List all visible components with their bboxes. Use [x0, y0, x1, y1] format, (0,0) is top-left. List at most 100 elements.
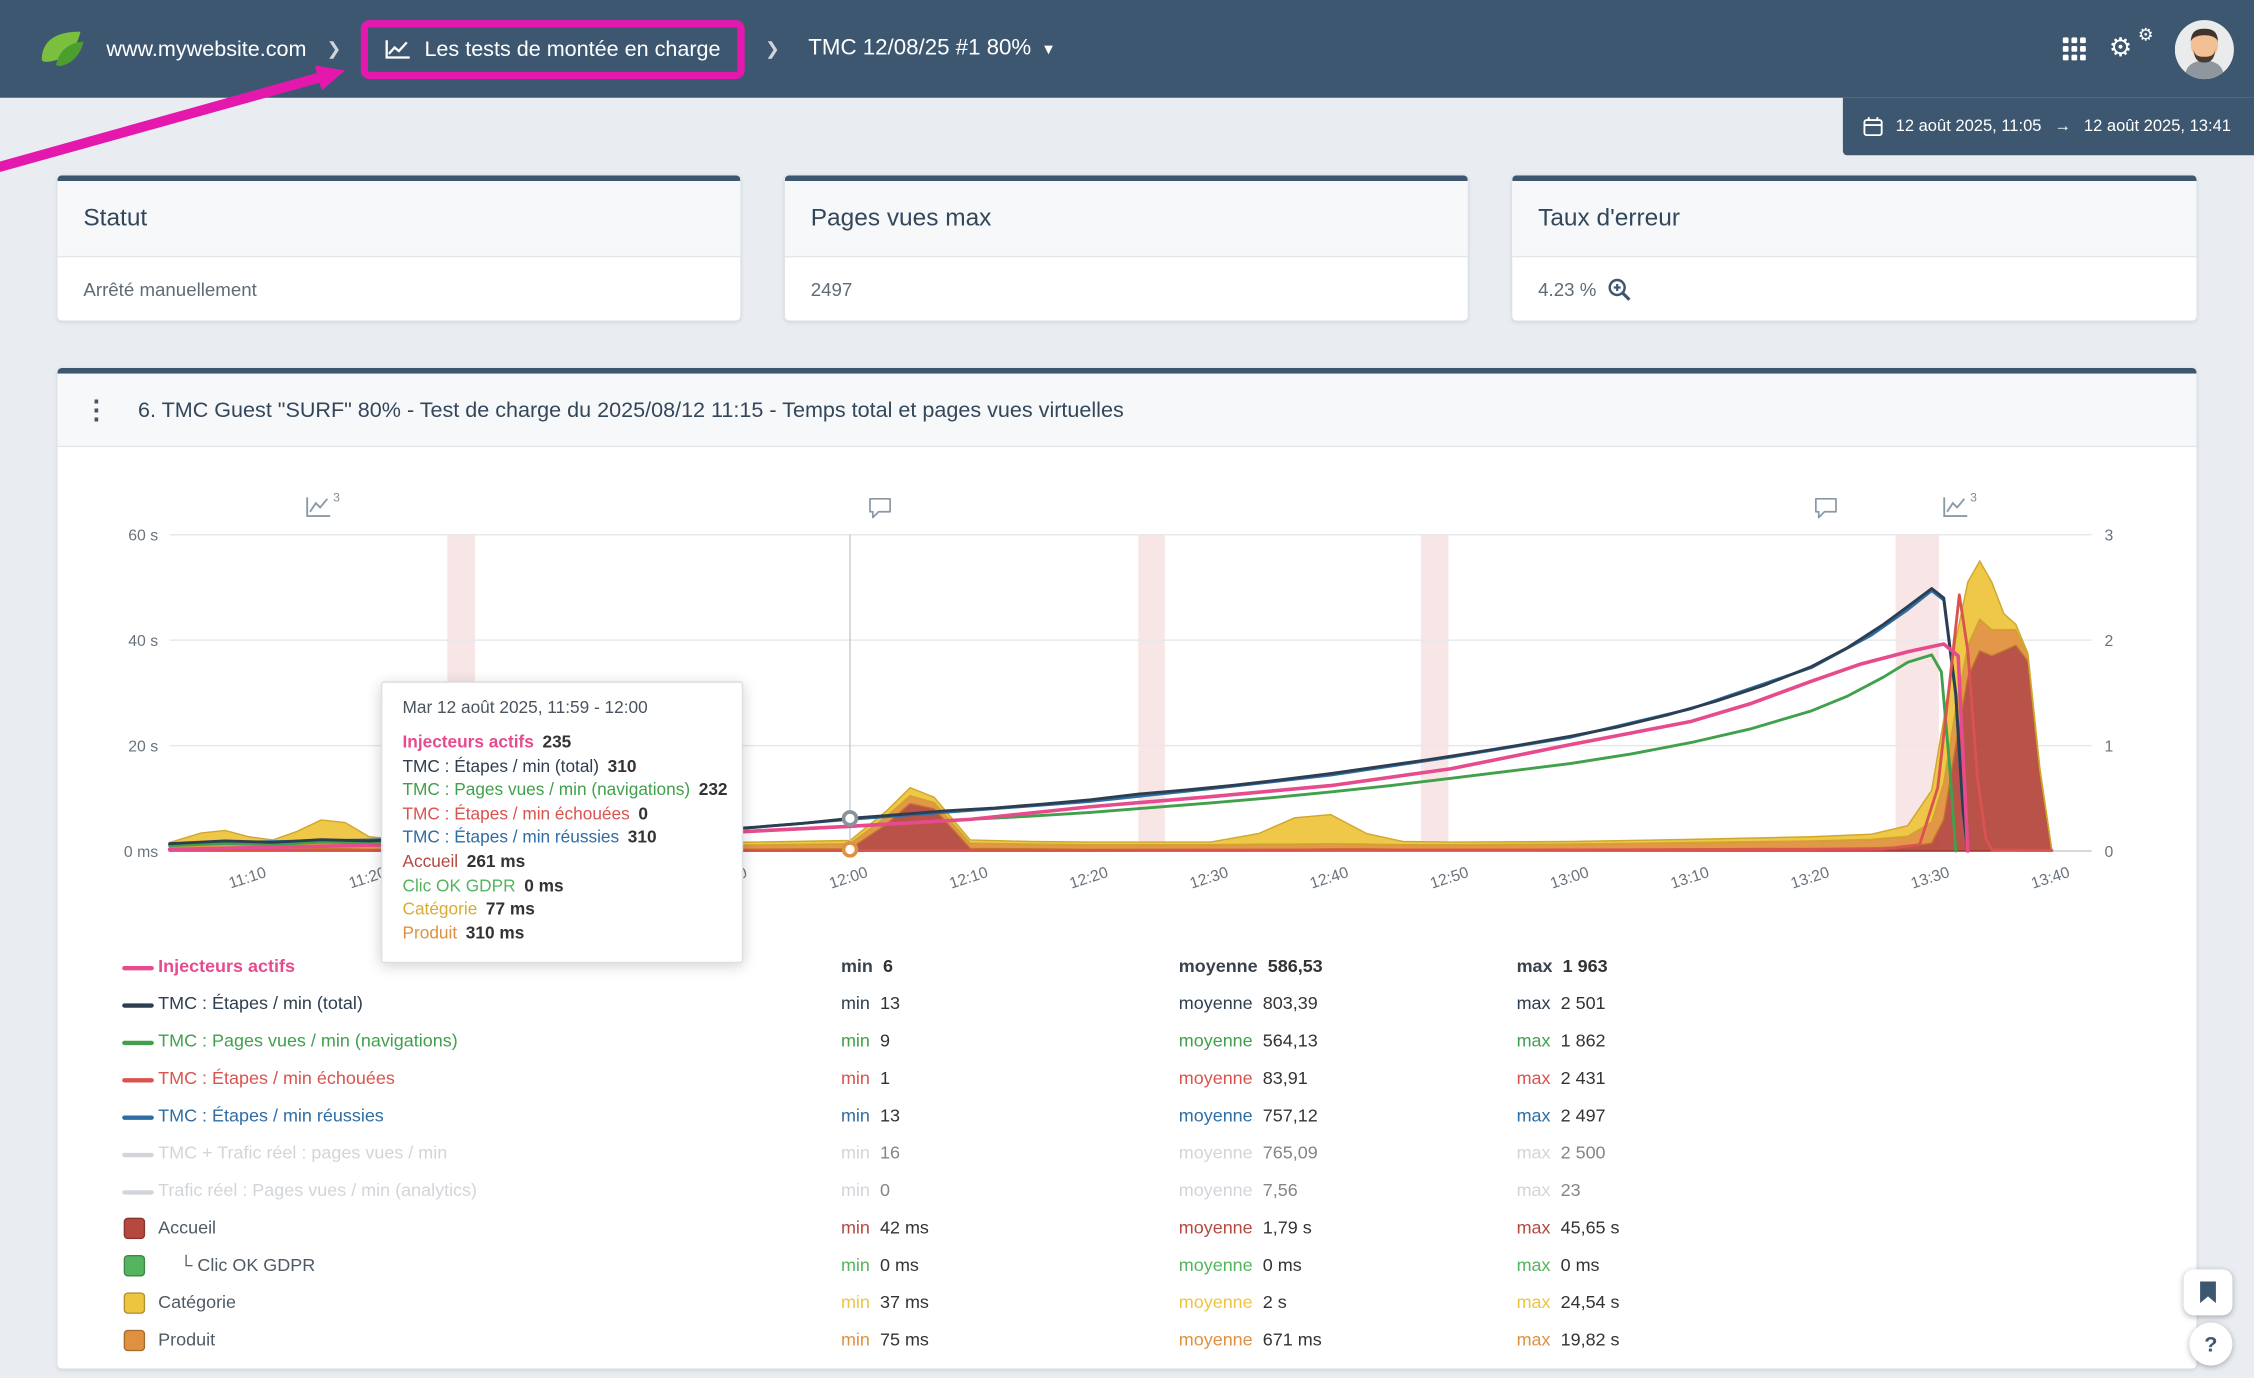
- card-title: Taux d'erreur: [1512, 181, 2197, 258]
- legend-swatch: [123, 1254, 146, 1277]
- legend-row[interactable]: TMC + Trafic réel : pages vues / min min 1…: [58, 1136, 2197, 1173]
- legend-min: min 42 ms: [840, 1217, 929, 1238]
- breadcrumb-separator-icon: ❯: [326, 38, 342, 59]
- date-range-bar[interactable]: 12 août 2025, 11:05 → 12 août 2025, 13:4…: [1842, 97, 2254, 156]
- legend-min: min 0 ms: [840, 1254, 919, 1276]
- settings-gears-icon[interactable]: ⚙ ⚙: [2108, 24, 2154, 62]
- calendar-icon: [1863, 116, 1883, 137]
- legend-max: max 1 963: [1516, 955, 1608, 977]
- svg-text:12:20: 12:20: [1068, 864, 1111, 892]
- help-button[interactable]: ?: [2189, 1322, 2233, 1366]
- legend-min: min 6: [840, 955, 893, 977]
- tooltip-series-label: Clic OK GDPR: [402, 874, 516, 895]
- legend-swatch: [122, 1115, 154, 1120]
- legend-series-name: TMC : Pages vues / min (navigations): [158, 1030, 458, 1051]
- legend-row[interactable]: TMC : Étapes / min réussies min 13 moyenne 7…: [58, 1098, 2197, 1135]
- svg-text:11:10: 11:10: [227, 864, 269, 892]
- nav-section-label: Les tests de montée en charge: [424, 36, 721, 62]
- tooltip-row: Accueil 261 ms: [403, 850, 722, 874]
- svg-text:2 000: 2 000: [2105, 633, 2114, 650]
- legend-series-name: TMC + Trafic réel : pages vues / min: [158, 1142, 448, 1163]
- nav-section-highlighted[interactable]: Les tests de montée en charge: [361, 19, 745, 79]
- legend-min: min 75 ms: [840, 1329, 929, 1350]
- legend-series-name: TMC : Étapes / min (total): [158, 993, 363, 1014]
- legend-avg: moyenne 765,09: [1178, 1142, 1318, 1163]
- test-selector-label: TMC 12/08/25 #1 80%: [808, 35, 1032, 61]
- bookmark-icon: [2200, 1281, 2216, 1304]
- arrow-right-icon: →: [2054, 117, 2071, 136]
- legend-row[interactable]: Catégorie min 37 ms moyenne 2 s max 24,54 s: [58, 1285, 2197, 1322]
- app-logo-icon[interactable]: [37, 24, 86, 73]
- tooltip-series-value: 310: [627, 827, 657, 848]
- tooltip-row: Catégorie 77 ms: [403, 897, 722, 921]
- card-value: 2497: [810, 278, 853, 300]
- legend-row[interactable]: Accueil min 42 ms moyenne 1,79 s max 45,65 s: [58, 1210, 2197, 1247]
- legend-avg: moyenne 803,39: [1178, 993, 1318, 1014]
- test-selector-dropdown[interactable]: TMC 12/08/25 #1 80% ▾: [808, 36, 1053, 62]
- svg-text:12:30: 12:30: [1188, 864, 1231, 892]
- legend-series-name: Accueil: [158, 1217, 217, 1238]
- legend-min: min 13: [840, 993, 900, 1014]
- svg-text:60 s: 60 s: [128, 528, 158, 545]
- date-start: 12 août 2025, 11:05: [1895, 117, 2042, 136]
- tooltip-row: Clic OK GDPR 0 ms: [403, 873, 722, 897]
- tooltip-row: TMC : Étapes / min réussies 310: [403, 826, 722, 850]
- tooltip-series-label: TMC : Étapes / min réussies: [402, 827, 620, 848]
- svg-text:12:00: 12:00: [827, 864, 870, 892]
- legend-row[interactable]: └ Clic OK GDPR min 0 ms moyenne 0 ms max 0 ms: [58, 1248, 2197, 1285]
- chart-tooltip-rows: Injecteurs actifs 235 TMC : Étapes / min (…: [402, 730, 728, 945]
- tooltip-row: TMC : Pages vues / min (navigations) 232: [402, 778, 728, 802]
- svg-text:0 ms: 0 ms: [124, 844, 158, 861]
- legend-avg: moyenne 671 ms: [1178, 1329, 1322, 1350]
- legend-swatch: [122, 1003, 154, 1008]
- legend-min: min 1: [840, 1068, 890, 1089]
- svg-text:40 s: 40 s: [128, 633, 158, 650]
- card-value: Arrêté manuellement: [83, 278, 257, 300]
- tooltip-series-label: Catégorie: [402, 898, 478, 919]
- legend-swatch: [122, 966, 154, 971]
- card-pages-vues-max: Pages vues max 2497: [784, 175, 1468, 321]
- svg-text:13:30: 13:30: [1909, 864, 1952, 892]
- legend-swatch: [122, 1040, 154, 1046]
- tooltip-series-label: TMC : Étapes / min échouées: [402, 803, 630, 824]
- legend-row[interactable]: TMC : Pages vues / min (navigations) min 9…: [58, 1024, 2197, 1061]
- chart-panel-title: 6. TMC Guest "SURF" 80% - Test de charge…: [138, 397, 1124, 422]
- legend-swatch: [122, 1078, 154, 1083]
- svg-text:13:10: 13:10: [1669, 864, 1712, 892]
- tooltip-series-value: 77 ms: [485, 898, 535, 919]
- legend-min: min 13: [840, 1105, 900, 1126]
- tooltip-series-label: Accueil: [402, 850, 459, 872]
- legend-swatch: [123, 1217, 146, 1240]
- svg-text:13:20: 13:20: [1789, 864, 1832, 892]
- tooltip-row: Produit 310 ms: [403, 921, 722, 945]
- legend-avg: moyenne 7,56: [1178, 1180, 1298, 1201]
- legend-row[interactable]: Produit min 75 ms moyenne 671 ms max 19,82 s: [58, 1323, 2197, 1360]
- legend-row[interactable]: Injecteurs actifs min 6 moyenne 586,53 max 1 9…: [58, 949, 2197, 986]
- legend-min: min 9: [840, 1030, 890, 1051]
- tooltip-series-value: 310: [607, 755, 637, 776]
- user-avatar[interactable]: [2174, 19, 2234, 79]
- apps-grid-icon[interactable]: [2062, 37, 2086, 61]
- line-chart-icon: [385, 38, 412, 60]
- card-statut: Statut Arrêté manuellement: [57, 175, 741, 321]
- bookmark-button[interactable]: [2183, 1269, 2233, 1316]
- legend-swatch: [123, 1292, 146, 1314]
- date-end: 12 août 2025, 13:41: [2083, 117, 2231, 136]
- legend-series-name: └ Clic OK GDPR: [179, 1254, 316, 1276]
- svg-text:3: 3: [333, 491, 340, 505]
- tooltip-series-label: TMC : Pages vues / min (navigations): [402, 779, 691, 800]
- svg-text:12:50: 12:50: [1428, 864, 1471, 892]
- svg-text:1 000: 1 000: [2105, 738, 2114, 755]
- breadcrumb-site[interactable]: www.mywebsite.com: [106, 36, 307, 62]
- legend-max: max 19,82 s: [1516, 1329, 1620, 1350]
- chart-tooltip: Mar 12 août 2025, 11:59 - 12:00 Injecteu…: [380, 681, 744, 964]
- caret-down-icon: ▾: [1044, 38, 1053, 59]
- card-title: Statut: [57, 181, 741, 258]
- legend-row[interactable]: Trafic réel : Pages vues / min (analytic…: [58, 1173, 2197, 1210]
- drag-handle-icon[interactable]: ⋮: [83, 394, 110, 424]
- tooltip-series-value: 232: [698, 779, 728, 800]
- legend-row[interactable]: TMC : Étapes / min échouées min 1 moyenne 83…: [58, 1061, 2197, 1098]
- legend-row[interactable]: TMC : Étapes / min (total) min 13 moyenne 80…: [58, 986, 2197, 1023]
- legend-max: max 23: [1516, 1180, 1581, 1201]
- zoom-in-icon[interactable]: [1608, 277, 1632, 301]
